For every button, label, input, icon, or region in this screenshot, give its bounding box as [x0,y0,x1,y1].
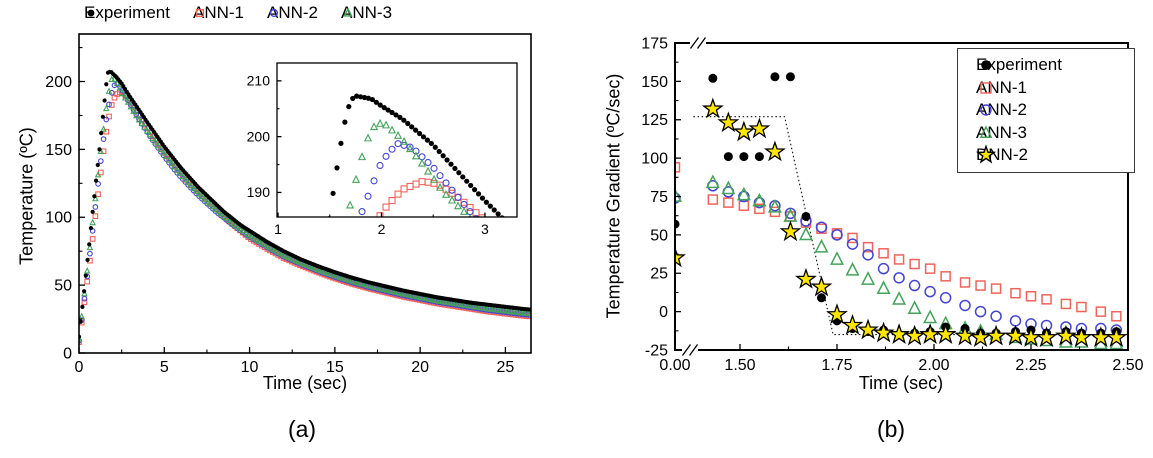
circle-marker-icon [269,8,279,18]
svg-text:25: 25 [497,359,515,376]
svg-text:2.00: 2.00 [918,357,949,374]
svg-text:2: 2 [378,221,386,237]
svg-text:3: 3 [481,221,489,237]
panel-a-plot: 0 5 10 15 20 25 0 50 100 150 200 1 2 3 190 200 210 [45,33,532,376]
svg-text:200: 200 [45,74,72,91]
panel-b-legend: Experiment ANN-1 ANN-2 ANN-3 DNN-2 [957,48,1135,173]
panel-a-y-axis-label: Temperature (ºC) [16,127,37,265]
legend-item-label: Experiment [84,3,170,22]
legend-item-label: Experiment [976,55,1062,75]
circle-marker-icon [980,104,992,116]
circle-marker-icon [981,60,991,71]
svg-text:-25: -25 [645,342,668,359]
legend-item-label: ANN-3 [341,3,393,22]
legend-item-ann-2: ANN-2 [976,99,1134,122]
svg-text:75: 75 [650,189,668,206]
svg-text:15: 15 [326,359,344,376]
legend-item-ann-1: ANN-1 [193,3,244,23]
legend-item-ann-3: ANN-3 [341,3,392,23]
svg-text:2.25: 2.25 [1015,357,1046,374]
svg-text:25: 25 [650,266,668,283]
legend-item-experiment: Experiment [976,54,1134,77]
panel-b-y-axis-label: Temperature Gradient (ºC/sec) [603,73,624,319]
svg-text:200: 200 [247,128,271,144]
svg-text:0: 0 [63,345,72,362]
svg-text:210: 210 [247,73,271,89]
panel-b-x-axis-label: Time (sec) [858,373,944,393]
legend-item-ann-2: ANN-2 [267,3,318,23]
legend-item-label: ANN-1 [192,3,244,22]
circle-marker-icon [87,9,95,17]
svg-text:0.00: 0.00 [659,357,690,374]
svg-text:2.50: 2.50 [1112,357,1143,374]
svg-text:0: 0 [659,304,668,321]
legend-item-ann-3: ANN-3 [976,122,1134,145]
panel-a-caption: (a) [287,416,317,442]
star-marker-icon [975,144,997,164]
svg-text:5: 5 [160,359,169,376]
svg-text:20: 20 [411,359,429,376]
svg-text:175: 175 [641,35,668,52]
svg-text:50: 50 [650,227,668,244]
svg-text:190: 190 [247,184,271,200]
legend-item-dnn-2: DNN-2 [975,144,1134,167]
svg-text:1: 1 [274,221,282,237]
legend-item-experiment: Experiment [84,3,170,23]
svg-text:0: 0 [75,359,84,376]
svg-text:1.75: 1.75 [821,357,852,374]
panel-b-plot: 0.00 1.50 1.75 2.00 2.25 2.50 -25 0 25 50 75 100 125… [641,35,1143,374]
svg-text:150: 150 [45,142,72,159]
svg-text:1.50: 1.50 [724,357,755,374]
triangle-marker-icon [979,125,993,138]
triangle-marker-icon [343,7,353,17]
legend-item-ann-1: ANN-1 [976,77,1134,100]
svg-text:10: 10 [241,359,259,376]
square-marker-icon [980,82,992,94]
panel-a-legend: Experiment ANN-1 ANN-2 ANN-3 [84,3,392,23]
panel-a-x-axis-label: Time (sec) [262,373,348,393]
svg-text:150: 150 [641,74,668,91]
svg-text:125: 125 [641,112,668,129]
svg-text:50: 50 [54,278,72,295]
panel-b-caption: (b) [876,416,906,442]
svg-text:100: 100 [45,210,72,227]
svg-text:100: 100 [641,151,668,168]
legend-item-label: ANN-2 [267,3,319,22]
square-marker-icon [195,8,205,18]
